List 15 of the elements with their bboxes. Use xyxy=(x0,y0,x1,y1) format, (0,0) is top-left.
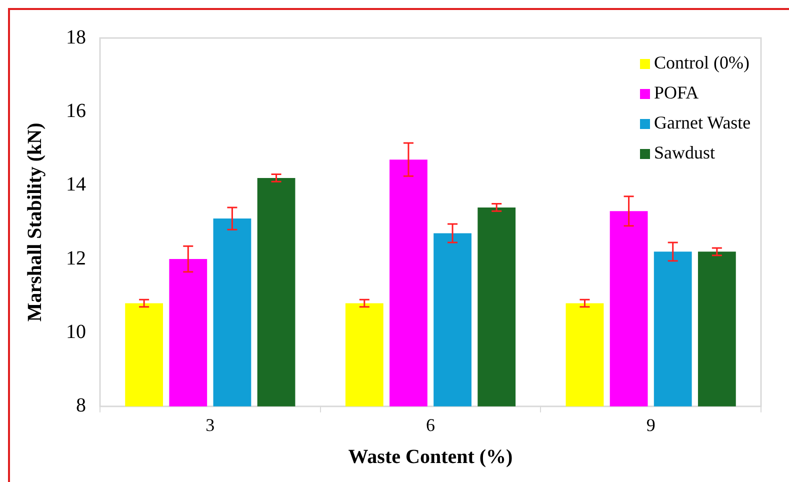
y-axis-title: Marshall Stability (kN) xyxy=(24,122,46,322)
x-tick-label: 6 xyxy=(426,414,435,435)
x-axis-title: Waste Content (%) xyxy=(348,446,513,468)
legend-label: POFA xyxy=(654,82,699,103)
y-tick-label: 10 xyxy=(66,320,86,343)
y-tick-label: 8 xyxy=(76,394,86,417)
legend-label: Control (0%) xyxy=(654,52,750,73)
x-tick-label: 9 xyxy=(646,414,656,435)
y-tick-label: 18 xyxy=(66,26,86,48)
y-tick-label: 12 xyxy=(66,247,86,270)
legend-label: Garnet Waste xyxy=(654,112,751,133)
y-tick-label: 16 xyxy=(66,100,86,122)
legend-label: Sawdust xyxy=(654,142,716,163)
x-tick-label: 3 xyxy=(206,414,215,435)
y-tick-label: 14 xyxy=(66,174,86,196)
